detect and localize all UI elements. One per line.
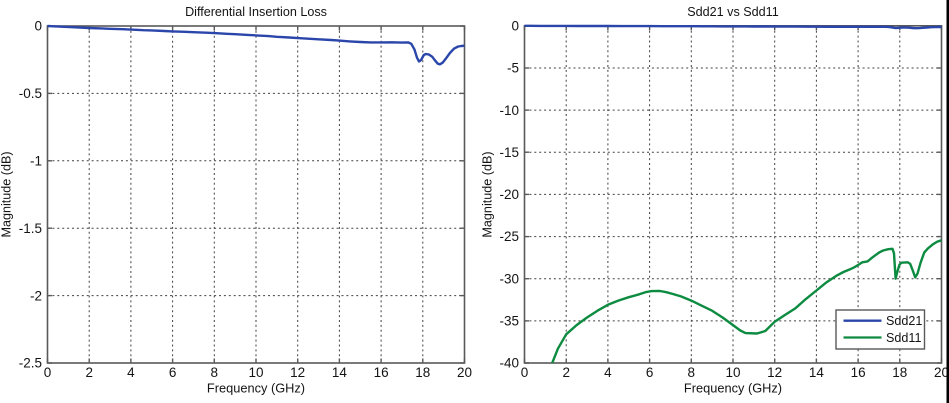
- svg-text:-2.5: -2.5: [19, 356, 42, 371]
- svg-text:-25: -25: [499, 229, 519, 244]
- svg-text:-35: -35: [499, 314, 519, 329]
- svg-text:12: 12: [767, 365, 782, 380]
- svg-text:16: 16: [851, 365, 866, 380]
- svg-text:8: 8: [211, 365, 219, 380]
- svg-text:-1.5: -1.5: [19, 221, 42, 236]
- svg-text:20: 20: [457, 365, 472, 380]
- svg-text:0: 0: [511, 19, 519, 34]
- svg-text:Sdd21: Sdd21: [886, 314, 922, 328]
- svg-text:10: 10: [248, 365, 263, 380]
- svg-text:14: 14: [332, 365, 348, 380]
- svg-text:Differential Insertion Loss: Differential Insertion Loss: [185, 5, 327, 19]
- svg-text:-30: -30: [499, 271, 519, 286]
- svg-text:-1: -1: [30, 154, 42, 169]
- svg-text:-0.5: -0.5: [19, 86, 42, 101]
- svg-text:2: 2: [562, 365, 570, 380]
- svg-text:2: 2: [85, 365, 93, 380]
- svg-text:20: 20: [934, 365, 949, 380]
- svg-text:10: 10: [725, 365, 740, 380]
- svg-text:18: 18: [415, 365, 430, 380]
- svg-text:Frequency (GHz): Frequency (GHz): [684, 380, 782, 395]
- svg-text:-15: -15: [499, 145, 519, 160]
- svg-text:-5: -5: [507, 61, 519, 76]
- svg-text:-20: -20: [499, 187, 519, 202]
- svg-text:12: 12: [290, 365, 305, 380]
- svg-text:14: 14: [809, 365, 825, 380]
- svg-text:16: 16: [374, 365, 389, 380]
- svg-text:-10: -10: [499, 103, 519, 118]
- svg-text:Magnitude (dB): Magnitude (dB): [0, 151, 14, 237]
- svg-text:18: 18: [892, 365, 907, 380]
- svg-text:0: 0: [44, 365, 52, 380]
- svg-text:0: 0: [521, 365, 529, 380]
- svg-text:6: 6: [646, 365, 654, 380]
- svg-text:6: 6: [169, 365, 177, 380]
- svg-text:Sdd11: Sdd11: [886, 331, 921, 345]
- svg-text:-40: -40: [499, 356, 519, 371]
- svg-text:Frequency (GHz): Frequency (GHz): [207, 380, 305, 395]
- svg-text:Sdd21 vs Sdd11: Sdd21 vs Sdd11: [687, 5, 779, 19]
- svg-text:4: 4: [604, 365, 612, 380]
- svg-text:0: 0: [34, 19, 42, 34]
- svg-text:4: 4: [127, 365, 135, 380]
- svg-text:8: 8: [688, 365, 696, 380]
- svg-text:Magnitude (dB): Magnitude (dB): [481, 151, 495, 237]
- svg-text:-2: -2: [30, 288, 42, 303]
